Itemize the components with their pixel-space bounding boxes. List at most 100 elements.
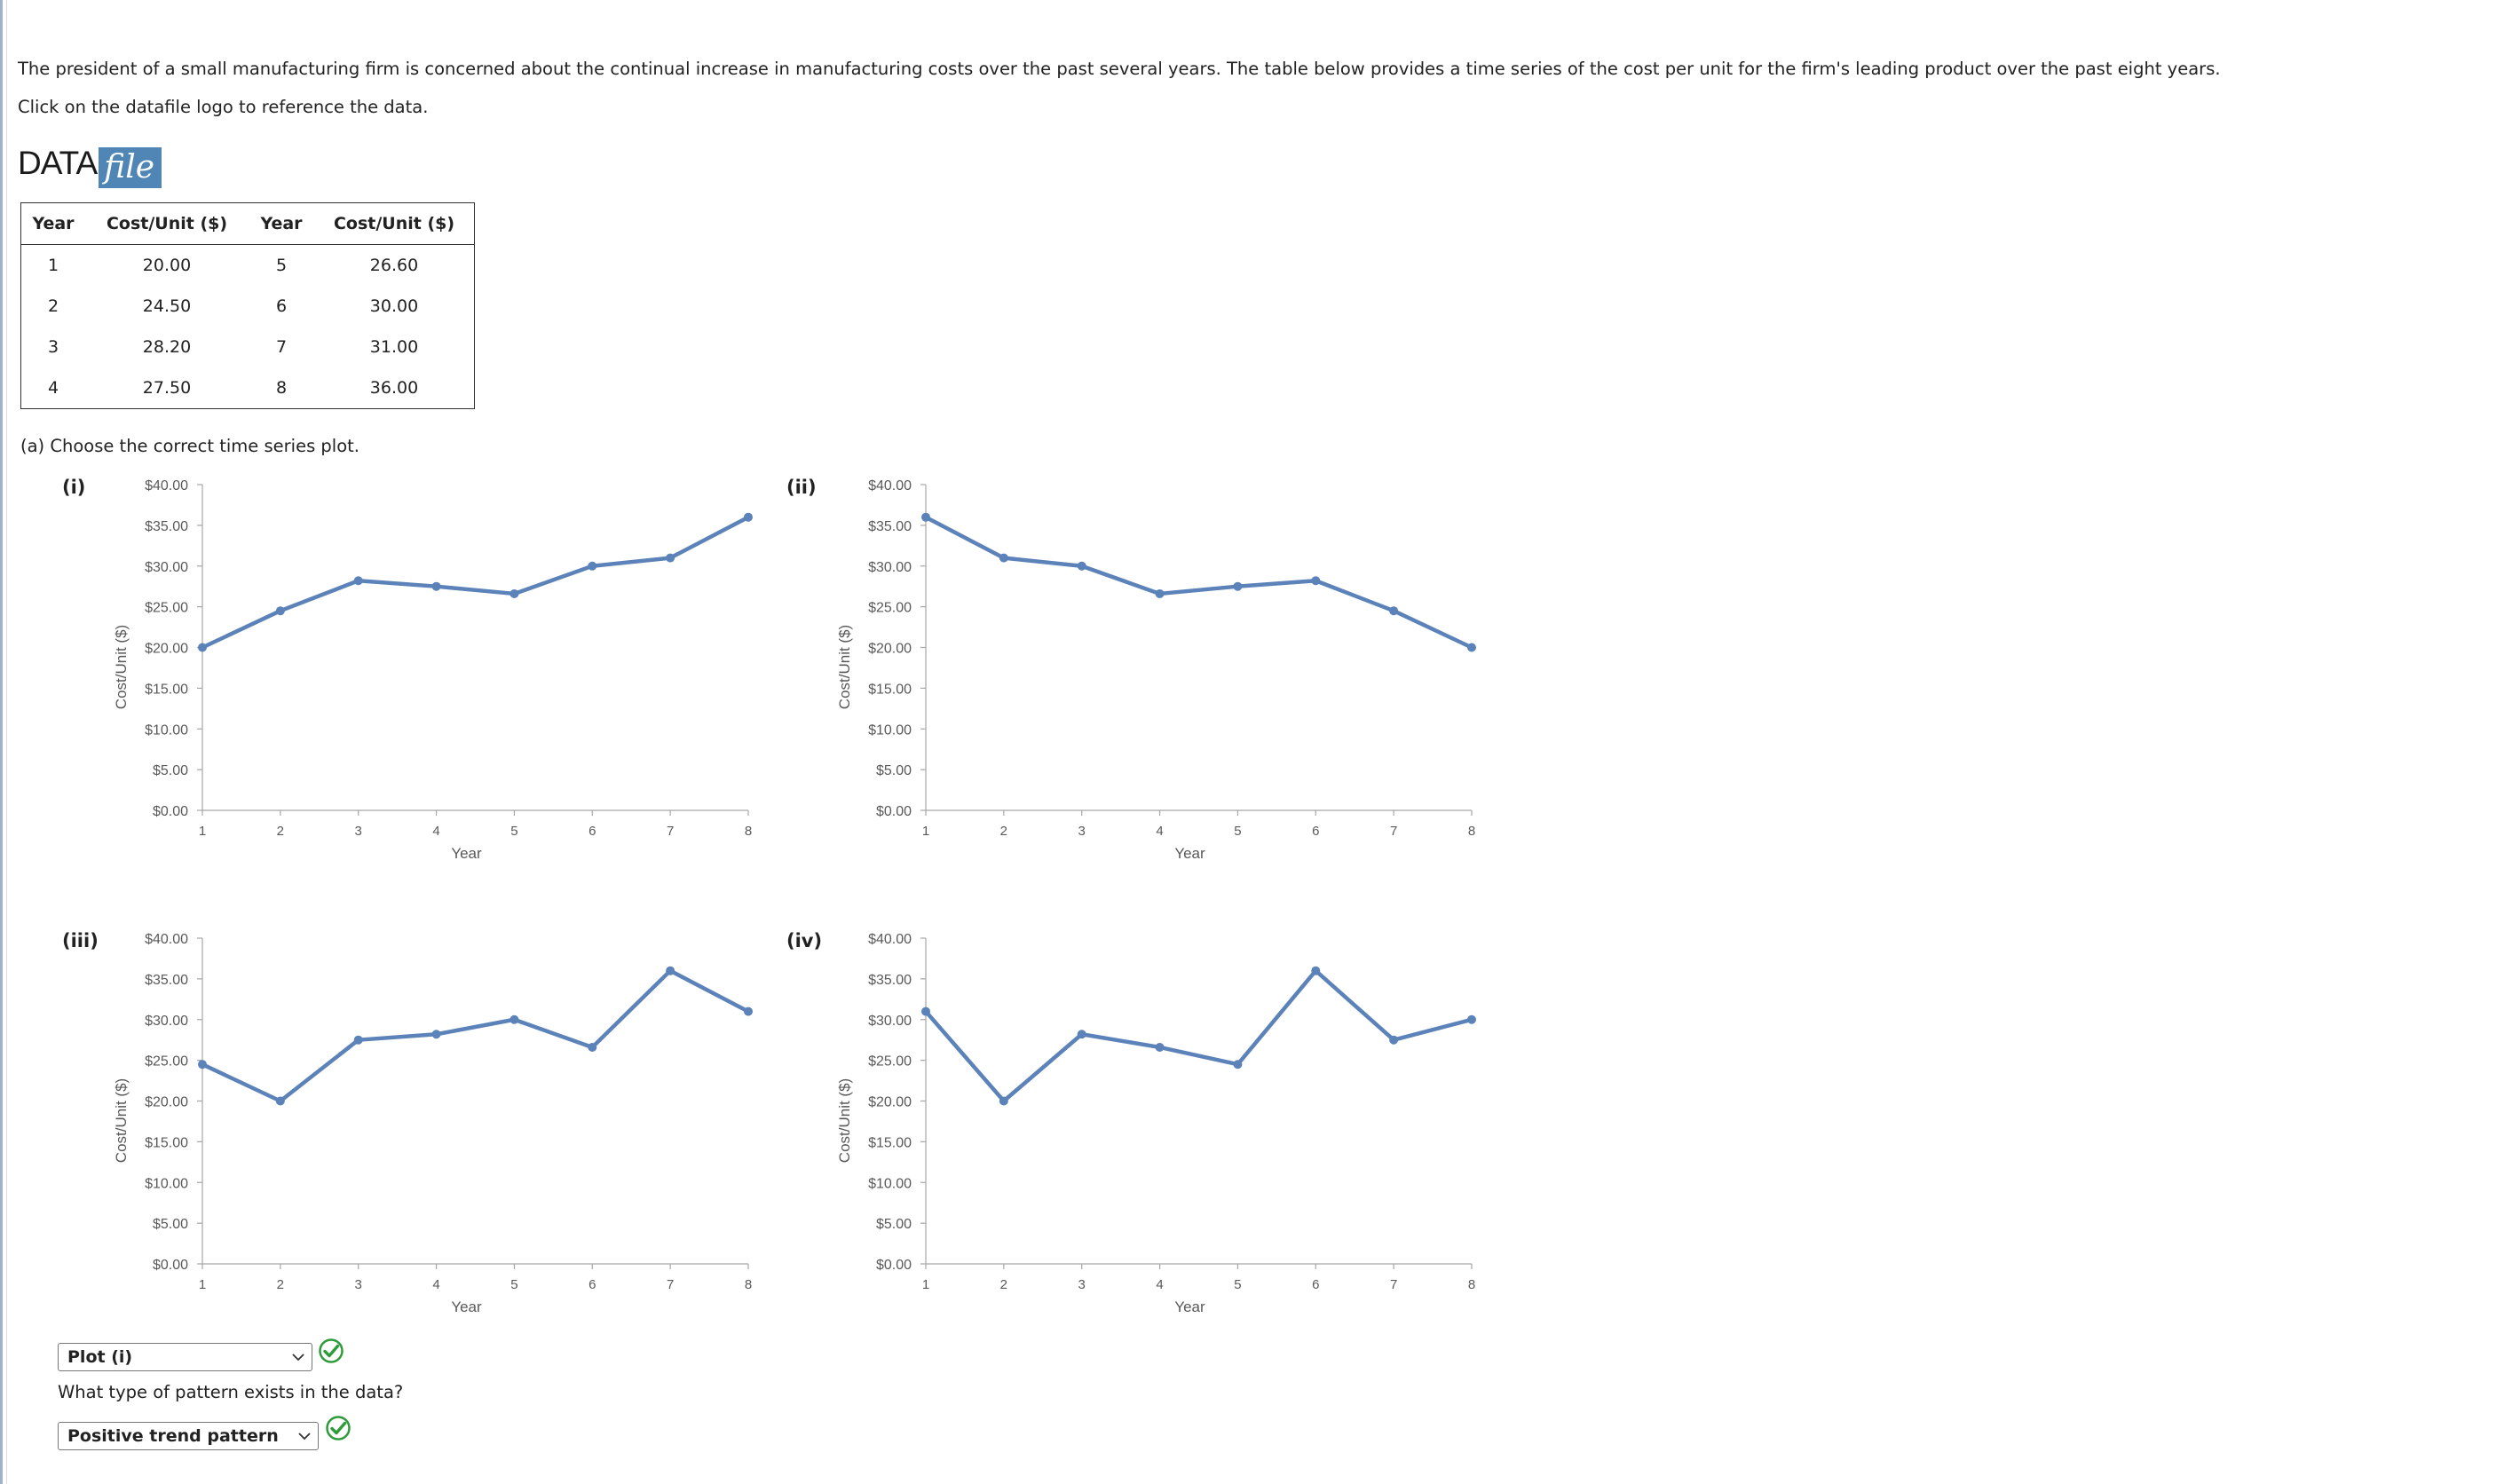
y-tick-label: $25.00: [145, 1054, 188, 1070]
plot-label-ii: (ii): [786, 477, 817, 498]
intro-paragraph: The president of a small manufacturing f…: [18, 59, 2221, 79]
x-tick-label: 8: [1468, 1277, 1475, 1292]
y-tick-label: $35.00: [868, 519, 912, 534]
data-point: [509, 588, 519, 598]
table-header: Year: [20, 202, 85, 245]
table-cell: 1: [47, 256, 59, 275]
data-point: [588, 1042, 597, 1052]
plot-iii-svg: $0.00 $5.00 $10.00 $15.00 $20.00 $25.00 $30.00…: [113, 932, 753, 1315]
y-axis-title: Cost/Unit ($): [836, 1078, 853, 1163]
y-tick-label: $20.00: [145, 642, 188, 657]
y-tick-label: $40.00: [145, 478, 188, 493]
x-axis-title: Year: [1174, 845, 1205, 862]
y-tick-label: $15.00: [868, 1135, 912, 1150]
data-point: [1311, 576, 1321, 586]
data-point: [1077, 1030, 1086, 1039]
table-cell: 28.20: [142, 337, 192, 357]
logo-file-text: file: [99, 147, 162, 188]
table-cell: 31.00: [369, 337, 419, 357]
x-tick-label: 5: [1234, 1277, 1241, 1292]
data-point: [666, 553, 675, 563]
data-point: [353, 1035, 363, 1045]
data-point: [1155, 1042, 1165, 1052]
y-tick-label: $10.00: [145, 1176, 188, 1191]
y-tick-label: $40.00: [868, 932, 912, 947]
table-row: 3 28.20 7 31.00: [21, 327, 475, 367]
y-tick-label: $5.00: [153, 763, 188, 778]
data-point: [1155, 588, 1165, 598]
data-point: [1233, 1060, 1243, 1070]
plot-choice-select[interactable]: Plot (i): [58, 1343, 312, 1371]
table-cell: 36.00: [369, 378, 419, 398]
x-tick-label: 8: [745, 1277, 752, 1292]
chevron-down-icon: [298, 1433, 311, 1441]
table-cell: 4: [47, 378, 59, 398]
x-tick-label: 3: [355, 1277, 362, 1292]
page-left-border: [0, 0, 3, 1484]
x-tick-label: 1: [199, 1277, 206, 1292]
x-tick-label: 4: [432, 1277, 439, 1292]
plot-iv-svg: $0.00 $5.00 $10.00 $15.00 $20.00 $25.00 $30.00…: [836, 932, 1476, 1315]
table-cell: 5: [275, 256, 288, 275]
pattern-choice-value: Positive trend pattern: [67, 1426, 279, 1446]
data-point: [999, 553, 1008, 563]
data-point: [588, 561, 597, 571]
y-tick-label: $20.00: [868, 642, 912, 657]
data-point: [431, 1030, 441, 1039]
data-point: [198, 1060, 207, 1070]
data-point: [999, 1096, 1008, 1106]
y-axis-title: Cost/Unit ($): [113, 1078, 130, 1163]
x-tick-label: 2: [1000, 824, 1007, 839]
series-line: [200, 968, 751, 1103]
data-point: [921, 1006, 930, 1016]
data-point: [353, 576, 363, 586]
x-tick-label: 2: [277, 1277, 284, 1292]
data-point: [275, 606, 285, 616]
y-tick-label: $30.00: [868, 560, 912, 575]
pattern-question: What type of pattern exists in the data?: [58, 1382, 404, 1402]
x-tick-label: 1: [922, 824, 929, 839]
plot-label-iii: (iii): [62, 930, 99, 951]
data-point: [198, 643, 207, 652]
y-tick-label: $0.00: [153, 1258, 188, 1273]
data-point: [744, 1006, 753, 1016]
logo-data-text: DATA: [18, 145, 98, 181]
x-tick-label: 6: [588, 1277, 596, 1292]
plot-label-iv: (iv): [786, 930, 823, 951]
y-tick-label: $40.00: [145, 932, 188, 947]
page-left-border-inner: [6, 0, 7, 1484]
chevron-down-icon: [292, 1354, 304, 1362]
y-tick-label: $5.00: [153, 1217, 188, 1232]
pattern-choice-select[interactable]: Positive trend pattern: [58, 1422, 319, 1450]
table-cell: 6: [275, 296, 288, 316]
y-tick-label: $10.00: [868, 1176, 912, 1191]
y-tick-label: $30.00: [145, 560, 188, 575]
y-tick-label: $0.00: [876, 804, 912, 819]
x-tick-label: 7: [1390, 1277, 1397, 1292]
x-tick-label: 7: [667, 1277, 674, 1292]
y-tick-label: $35.00: [145, 973, 188, 988]
plot-ii-svg: $0.00 $5.00 $10.00 $15.00 $20.00 $25.00 $30.00…: [836, 478, 1476, 862]
x-tick-label: 3: [1078, 824, 1086, 839]
x-tick-label: 5: [510, 824, 517, 839]
y-tick-label: $10.00: [868, 722, 912, 738]
x-tick-label: 1: [922, 1277, 929, 1292]
y-tick-label: $5.00: [876, 1217, 912, 1232]
data-point: [1389, 606, 1399, 616]
cost-data-table: Year Cost/Unit ($) Year Cost/Unit ($) 1 …: [20, 202, 475, 409]
question-a-prompt: (a) Choose the correct time series plot.: [20, 436, 360, 456]
x-tick-label: 5: [510, 1277, 517, 1292]
datafile-instruction: Click on the datafile logo to reference …: [18, 97, 429, 117]
y-tick-label: $10.00: [145, 722, 188, 738]
time-series-plot-i: $0.00 $5.00 $10.00 $15.00 $20.00 $25.00 $30.00…: [89, 470, 772, 879]
time-series-plot-iv: $0.00 $5.00 $10.00 $15.00 $20.00 $25.00 $30.00…: [812, 924, 1496, 1332]
datafile-logo[interactable]: DATA file: [18, 133, 162, 188]
correct-check-icon: [326, 1416, 351, 1441]
time-series-plot-ii: $0.00 $5.00 $10.00 $15.00 $20.00 $25.00 $30.00…: [812, 470, 1496, 879]
table-header: Cost/Unit ($): [85, 202, 249, 245]
table-cell: 8: [275, 378, 288, 398]
table-cell: 30.00: [369, 296, 419, 316]
data-point: [1389, 1035, 1399, 1045]
data-point: [744, 512, 753, 522]
x-tick-label: 8: [1468, 824, 1475, 839]
